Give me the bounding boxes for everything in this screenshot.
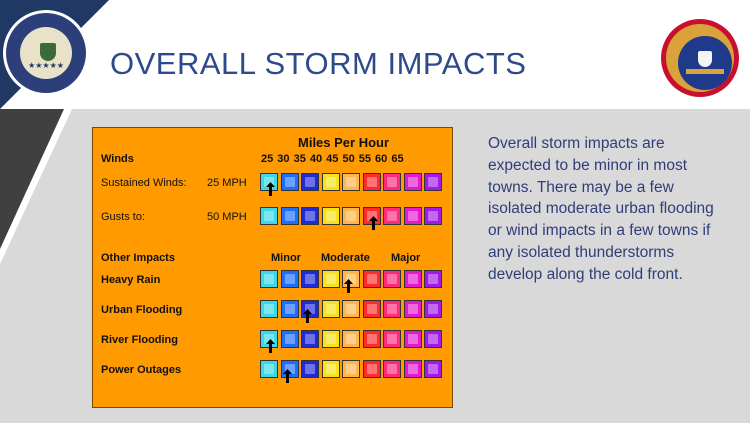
left-dark-wedge — [0, 109, 64, 249]
scale-box — [280, 207, 299, 225]
mph-header: Miles Per Hour — [298, 135, 390, 150]
scale-box — [260, 360, 278, 378]
scale-box — [424, 173, 442, 191]
scale-box — [280, 300, 299, 318]
major-label: Major — [391, 252, 421, 264]
sustained-winds-label: Sustained Winds: — [101, 177, 187, 189]
scale-box — [280, 270, 299, 288]
scale-box — [321, 360, 340, 378]
scale-box — [260, 270, 278, 288]
scale-box — [383, 270, 401, 288]
scale-box — [362, 360, 381, 378]
scale-box — [301, 207, 319, 225]
scale-box — [301, 173, 319, 191]
impact-arrow-icon — [368, 216, 378, 230]
impact-arrow-icon — [282, 369, 292, 383]
department-seal-logo: ★★★★★ — [3, 10, 89, 96]
scale-box — [383, 330, 401, 348]
scale-box — [342, 207, 360, 225]
impact-arrow-icon — [266, 182, 276, 196]
scale-box — [403, 173, 422, 191]
scale-box — [403, 207, 422, 225]
scale-box — [321, 300, 340, 318]
scale-box — [403, 330, 422, 348]
slide-header — [0, 0, 750, 109]
scale-box — [424, 270, 442, 288]
scale-box — [362, 173, 381, 191]
scale-box — [342, 360, 360, 378]
scale-box — [321, 270, 340, 288]
impact-arrow-icon — [303, 309, 313, 323]
scale-box — [321, 330, 340, 348]
sustained-winds-value: 25 MPH — [207, 177, 247, 189]
gusts-label: Gusts to: — [101, 211, 146, 223]
scale-box — [383, 360, 401, 378]
row-gusts — [260, 207, 445, 230]
mph-scale: 25 30 35 40 45 50 55 60 65 — [261, 153, 404, 165]
scale-box — [342, 300, 360, 318]
scale-box — [383, 173, 401, 191]
row-power-outages — [260, 360, 445, 383]
scale-box — [301, 270, 319, 288]
slide-title: OVERALL STORM IMPACTS — [110, 46, 527, 81]
row-river-flooding — [260, 330, 445, 353]
scale-box — [301, 330, 319, 348]
scale-box — [280, 173, 299, 191]
scale-box — [342, 173, 360, 191]
impact-chart-panel: Miles Per Hour Winds 25 30 35 40 45 50 5… — [92, 127, 453, 408]
row-sustained-winds — [260, 173, 445, 196]
impact-arrow-icon — [344, 279, 354, 293]
emergency-seal-logo — [661, 19, 739, 97]
scale-box — [321, 173, 340, 191]
scale-box — [403, 300, 422, 318]
scale-box — [362, 270, 381, 288]
impact-arrow-icon — [266, 339, 276, 353]
impact-description: Overall storm impacts are expected to be… — [488, 135, 714, 283]
heavy-rain-label: Heavy Rain — [101, 274, 161, 286]
row-urban-flooding — [260, 300, 445, 323]
scale-box — [424, 300, 442, 318]
other-impacts-label: Other Impacts — [101, 252, 175, 264]
river-flooding-label: River Flooding — [101, 334, 178, 346]
scale-box — [342, 330, 360, 348]
minor-label: Minor — [271, 252, 301, 264]
scale-box — [280, 330, 299, 348]
scale-box — [383, 207, 401, 225]
scale-box — [403, 360, 422, 378]
winds-label: Winds — [101, 153, 134, 165]
scale-box — [383, 300, 401, 318]
scale-box — [260, 207, 278, 225]
urban-flooding-label: Urban Flooding — [101, 304, 183, 316]
scale-box — [321, 207, 340, 225]
scale-box — [424, 330, 442, 348]
scale-box — [301, 360, 319, 378]
scale-box — [424, 207, 442, 225]
scale-box — [403, 270, 422, 288]
scale-box — [424, 360, 442, 378]
scale-box — [362, 330, 381, 348]
moderate-label: Moderate — [321, 252, 370, 264]
power-outages-label: Power Outages — [101, 364, 182, 376]
scale-box — [362, 300, 381, 318]
gusts-value: 50 MPH — [207, 211, 247, 223]
scale-box — [260, 300, 278, 318]
row-heavy-rain — [260, 270, 445, 293]
